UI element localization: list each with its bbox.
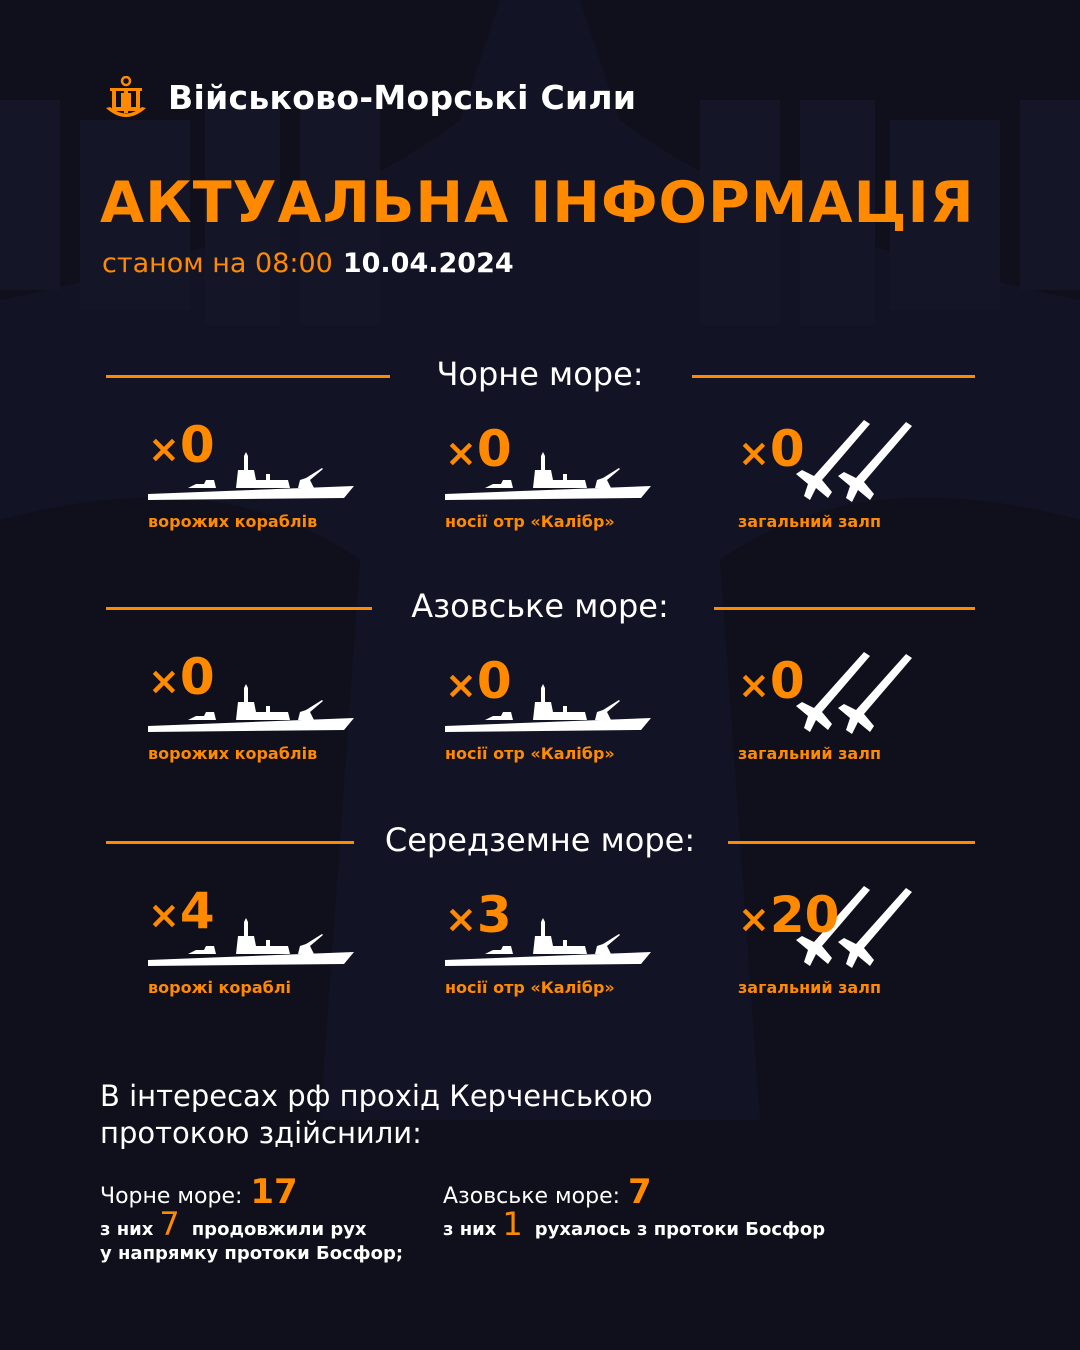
- multiplier-sign: ×: [738, 897, 770, 941]
- sea-title: Чорне море:: [436, 355, 644, 393]
- status-time: станом на 08:00: [102, 248, 333, 279]
- kerch-azov-sea: Азовське море: 7: [443, 1172, 652, 1212]
- multiplier-sign: ×: [738, 663, 770, 707]
- stat-label: загальний залп: [738, 744, 881, 763]
- count-value: 0: [476, 652, 512, 710]
- stat-label: носії отр «Калібр»: [445, 744, 615, 763]
- stat-count: ×0: [148, 652, 215, 702]
- stat-label: загальний залп: [738, 978, 881, 997]
- divider-line: [692, 375, 975, 378]
- detail-text: продовжили рух: [191, 1219, 367, 1240]
- stat-count: ×0: [148, 420, 215, 470]
- stat-item: ×4 ворожі кораблі: [148, 886, 378, 1016]
- multiplier-sign: ×: [445, 431, 477, 475]
- page-title: АКТУАЛЬНА ІНФОРМАЦІЯ: [100, 170, 975, 236]
- kerch-crossing-text: В інтересах рф прохід Керченською проток…: [100, 1078, 653, 1152]
- stat-count: ×20: [738, 890, 839, 940]
- sea-title: Азовське море:: [411, 587, 669, 625]
- count-value: 0: [476, 420, 512, 478]
- stat-label: ворожих кораблів: [148, 744, 318, 763]
- stat-item: ×0 загальний залп: [738, 420, 968, 550]
- missile-icon: [796, 886, 912, 968]
- detail-count: 1: [502, 1205, 523, 1243]
- kerch-text-line1: В інтересах рф прохід Керченською: [100, 1079, 653, 1113]
- warship-icon: [445, 684, 651, 732]
- kerch-azov-sea-detail: з них 1 рухалось з протоки Босфор: [443, 1208, 826, 1242]
- detail-prefix: з них: [443, 1219, 497, 1240]
- missile-icon: [796, 420, 912, 502]
- detail-count: 7: [159, 1205, 180, 1243]
- azov-sea-count: 7: [628, 1172, 652, 1212]
- divider-line: [714, 607, 975, 610]
- black-sea-count: 17: [250, 1172, 298, 1212]
- stat-count: ×0: [445, 656, 512, 706]
- warship-icon: [445, 452, 651, 500]
- kerch-black-sea: Чорне море: 17: [100, 1172, 298, 1212]
- stat-item: ×3 носії отр «Калібр»: [445, 886, 675, 1016]
- stat-item: ×0 загальний залп: [738, 652, 968, 782]
- stat-item: ×0 носії отр «Калібр»: [445, 420, 675, 550]
- multiplier-sign: ×: [148, 893, 180, 937]
- detail-text-2: у напрямку протоки Босфор;: [100, 1243, 404, 1264]
- kerch-black-sea-detail: з них 7 продовжили рух у напрямку протоки …: [100, 1208, 404, 1266]
- count-value: 0: [179, 648, 215, 706]
- divider-line: [106, 375, 390, 378]
- stat-label: носії отр «Калібр»: [445, 978, 615, 997]
- stat-label: загальний залп: [738, 512, 881, 531]
- stat-count: ×4: [148, 886, 215, 936]
- stat-count: ×0: [445, 424, 512, 474]
- multiplier-sign: ×: [445, 897, 477, 941]
- black-sea-label: Чорне море:: [100, 1184, 243, 1209]
- multiplier-sign: ×: [445, 663, 477, 707]
- warship-icon: [148, 918, 354, 966]
- missile-icon: [796, 652, 912, 734]
- stat-label: ворожих кораблів: [148, 512, 318, 531]
- divider-line: [106, 841, 354, 844]
- divider-line: [106, 607, 372, 610]
- brand-name: Військово-Морські Сили: [168, 78, 637, 117]
- sea-title: Середземне море:: [384, 821, 696, 859]
- count-value: 20: [769, 886, 840, 944]
- stat-count: ×0: [738, 424, 805, 474]
- status-date: 10.04.2024: [342, 248, 514, 279]
- stat-label: носії отр «Калібр»: [445, 512, 615, 531]
- multiplier-sign: ×: [148, 427, 180, 471]
- kerch-text-line2: протокою здійснили:: [100, 1116, 422, 1150]
- stat-item: ×0 ворожих кораблів: [148, 420, 378, 550]
- azov-sea-label: Азовське море:: [443, 1184, 621, 1209]
- count-value: 4: [179, 882, 215, 940]
- count-value: 0: [179, 416, 215, 474]
- multiplier-sign: ×: [148, 659, 180, 703]
- multiplier-sign: ×: [738, 431, 770, 475]
- detail-prefix: з них: [100, 1219, 154, 1240]
- count-value: 3: [476, 886, 512, 944]
- count-value: 0: [769, 420, 805, 478]
- stat-count: ×0: [738, 656, 805, 706]
- warship-icon: [445, 918, 651, 966]
- stat-item: ×20 загальний залп: [738, 886, 968, 1016]
- stat-item: ×0 ворожих кораблів: [148, 652, 378, 782]
- status-line: станом на 08:00 10.04.2024: [102, 248, 514, 279]
- detail-text: рухалось з протоки Босфор: [534, 1219, 826, 1240]
- stat-label: ворожі кораблі: [148, 978, 292, 997]
- divider-line: [728, 841, 975, 844]
- stat-count: ×3: [445, 890, 512, 940]
- warship-icon: [148, 452, 354, 500]
- stat-item: ×0 носії отр «Калібр»: [445, 652, 675, 782]
- warship-icon: [148, 684, 354, 732]
- count-value: 0: [769, 652, 805, 710]
- navy-logo-icon: [106, 76, 146, 117]
